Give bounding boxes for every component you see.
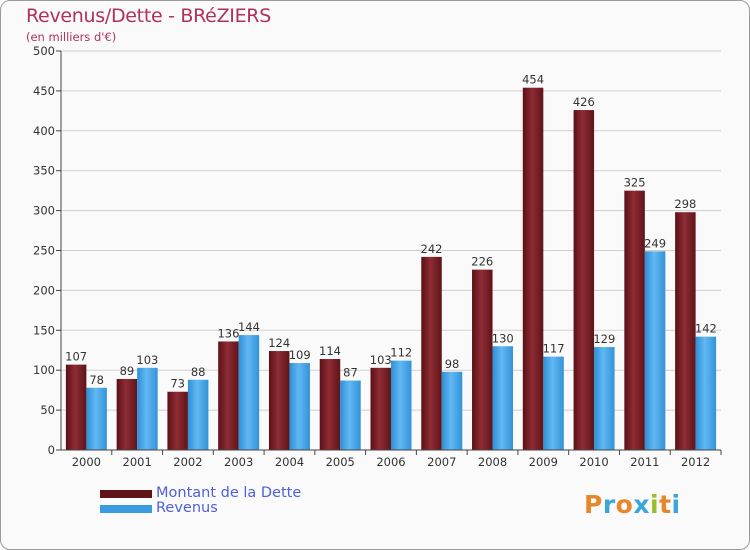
data-label-debt-2002: 73 <box>170 377 185 391</box>
bar-debt-2001 <box>116 378 138 450</box>
legend-label-debt: Montant de la Dette <box>156 485 302 501</box>
bar-revenue-2012 <box>695 336 717 450</box>
bar-revenue-2004 <box>289 363 310 450</box>
y-tick-label-100: 100 <box>33 363 55 377</box>
bar-debt-2002 <box>167 391 188 450</box>
data-label-revenue-2003: 144 <box>238 320 260 334</box>
bar-revenue-2000 <box>86 387 107 450</box>
data-label-revenue-2005: 87 <box>343 366 358 380</box>
data-label-debt-2006: 103 <box>370 353 392 367</box>
x-tick-label-2005: 2005 <box>326 455 355 469</box>
x-tick-label-2007: 2007 <box>427 455 456 469</box>
bar-revenue-2010 <box>594 347 615 450</box>
data-label-debt-2000: 107 <box>65 350 87 364</box>
bar-debt-2005 <box>319 359 341 450</box>
legend-label-revenue: Revenus <box>156 500 218 516</box>
bar-revenue-2009 <box>543 356 564 450</box>
data-label-revenue-2002: 88 <box>191 365 206 379</box>
grid-lines <box>61 50 721 411</box>
y-tick-label-150: 150 <box>33 323 55 337</box>
y-tick-label-500: 500 <box>33 44 55 58</box>
bar-revenue-2007 <box>441 371 463 450</box>
logo-letter: P <box>584 490 603 519</box>
axes-group <box>56 50 722 455</box>
logo-letter: r <box>602 490 616 519</box>
data-label-debt-2001: 89 <box>120 364 135 378</box>
data-label-revenue-2006: 112 <box>390 346 412 360</box>
bar-revenue-2001 <box>137 367 158 450</box>
x-tick-label-2010: 2010 <box>579 455 608 469</box>
proxiti-logo: Proxiti <box>584 490 681 519</box>
chart-title: Revenus/Dette - BRéZIERS <box>26 5 271 27</box>
x-tick-label-2003: 2003 <box>224 455 253 469</box>
data-label-debt-2004: 124 <box>268 336 290 350</box>
data-label-revenue-2001: 103 <box>136 353 158 367</box>
data-label-revenue-2007: 98 <box>445 357 460 371</box>
logo-letter: i <box>650 490 660 519</box>
legend-swatch-debt <box>100 489 152 498</box>
bar-revenue-2008 <box>492 346 514 450</box>
bar-debt-2009 <box>522 87 544 450</box>
data-label-revenue-2008: 130 <box>492 331 514 345</box>
bar-debt-2007 <box>421 256 442 450</box>
data-label-revenue-2011: 249 <box>644 236 666 250</box>
bar-debt-2010 <box>573 110 595 450</box>
bar-debt-2012 <box>675 212 696 450</box>
data-label-debt-2008: 226 <box>471 255 493 269</box>
bar-debt-2003 <box>218 341 239 450</box>
x-tick-label-2000: 2000 <box>72 455 101 469</box>
y-tick-label-200: 200 <box>33 283 55 297</box>
bar-debt-2008 <box>472 269 493 450</box>
chart-subtitle: (en milliers d'€) <box>26 30 117 44</box>
data-label-debt-2011: 325 <box>624 176 646 190</box>
x-tick-label-2012: 2012 <box>681 455 710 469</box>
y-tick-label-0: 0 <box>48 443 55 457</box>
data-label-revenue-2012: 142 <box>695 322 717 336</box>
data-label-revenue-2009: 117 <box>543 342 565 356</box>
x-tick-label-2011: 2011 <box>630 455 659 469</box>
x-tick-label-2008: 2008 <box>478 455 507 469</box>
bar-revenue-2011 <box>644 251 666 450</box>
data-label-debt-2003: 136 <box>217 326 239 340</box>
bar-revenue-2002 <box>187 379 209 450</box>
bars-group <box>65 87 717 450</box>
bar-debt-2000 <box>65 364 87 450</box>
data-label-debt-2009: 454 <box>522 73 544 87</box>
data-label-revenue-2010: 129 <box>593 332 615 346</box>
logo-letter: x <box>633 490 650 519</box>
bar-debt-2006 <box>370 367 391 450</box>
y-tick-label-50: 50 <box>40 403 55 417</box>
bar-revenue-2006 <box>391 360 412 450</box>
bar-revenue-2005 <box>340 380 361 450</box>
logo-letter: o <box>615 490 634 519</box>
data-label-debt-2012: 298 <box>674 197 696 211</box>
y-tick-label-350: 350 <box>33 164 55 178</box>
logo-letter: i <box>671 490 681 519</box>
legend-item-revenue: Revenus <box>100 501 301 516</box>
legend-swatch-revenue <box>100 504 152 513</box>
logo-letter: t <box>659 490 672 519</box>
y-tick-label-400: 400 <box>33 124 55 138</box>
x-tick-label-2009: 2009 <box>529 455 558 469</box>
legend-item-debt: Montant de la Dette <box>100 486 301 501</box>
y-tick-label-450: 450 <box>33 84 55 98</box>
x-tick-label-2004: 2004 <box>275 455 304 469</box>
bar-revenue-2003 <box>238 335 260 450</box>
data-label-debt-2005: 114 <box>319 344 341 358</box>
x-tick-label-2002: 2002 <box>173 455 202 469</box>
data-label-revenue-2000: 78 <box>89 373 104 387</box>
data-label-revenue-2004: 109 <box>289 348 311 362</box>
legend: Montant de la Dette Revenus <box>100 486 301 516</box>
x-tick-label-2001: 2001 <box>123 455 152 469</box>
data-label-debt-2007: 242 <box>421 242 443 256</box>
data-label-debt-2010: 426 <box>573 95 595 109</box>
bar-debt-2004 <box>268 351 290 450</box>
y-tick-label-300: 300 <box>33 204 55 218</box>
x-tick-label-2006: 2006 <box>376 455 405 469</box>
y-tick-label-250: 250 <box>33 244 55 258</box>
bar-debt-2011 <box>624 190 645 450</box>
